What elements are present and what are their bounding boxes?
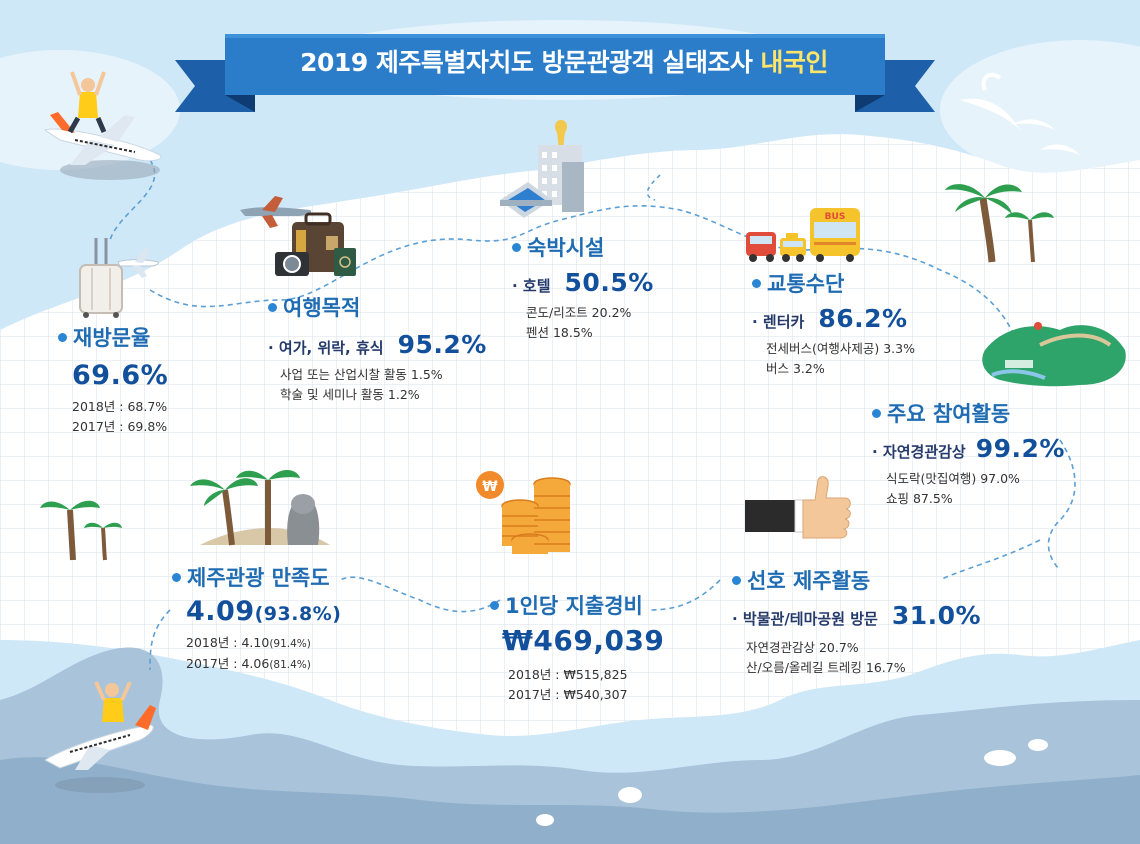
satisfaction-value: 4.09(93.8%) [186, 596, 342, 627]
spending-heading: 1인당 지출경비 [490, 590, 664, 620]
coin-symbol: ₩ [482, 479, 498, 495]
hotel-building-icon [500, 120, 584, 218]
satisfaction-block: 제주관광 만족도 4.09(93.8%) 2018년 : 4.10(91.4%)… [172, 562, 341, 675]
transport-heading: 교통수단 [752, 268, 915, 298]
lodging-top: · 호텔 50.5% [512, 268, 654, 297]
revisit-details: 2018년 : 68.7% 2017년 : 69.8% [72, 399, 168, 434]
title-highlight: 내국인 [760, 48, 828, 77]
transport-block: 교통수단 · 렌터카 86.2% 전세버스(여행사제공) 3.3% 버스 3.2% [752, 268, 915, 379]
revisit-heading: 재방문율 [58, 322, 168, 352]
transport-top: · 렌터카 86.2% [752, 304, 908, 333]
coins-icon [476, 471, 571, 554]
revisit-value: 69.6% [72, 360, 169, 391]
lodging-heading: 숙박시설 [512, 232, 654, 262]
palm-trees-icon [945, 184, 1054, 263]
travel-items-icon [240, 196, 356, 276]
purpose-details: 사업 또는 산업시찰 활동 1.5% 학술 및 세미나 활동 1.2% [280, 367, 443, 402]
preferred-block: 선호 제주활동 · 박물관/테마공원 방문 31.0% 자연경관감상 20.7% … [732, 565, 981, 678]
airplane-top-left-icon [43, 71, 162, 180]
activities-details: 식도락(맛집여행) 97.0% 쇼핑 87.5% [886, 471, 1020, 506]
satisfaction-heading: 제주관광 만족도 [172, 562, 341, 592]
title-main: 2019 제주특별자치도 방문관광객 실태조사 [300, 48, 753, 77]
preferred-heading: 선호 제주활동 [732, 565, 981, 595]
bus-sign: BUS [825, 212, 846, 222]
lodging-details: 콘도/리조트 20.2% 펜션 18.5% [526, 305, 632, 340]
birds-icon [960, 72, 1080, 155]
thumbs-up-icon [745, 476, 851, 539]
purpose-block: 여행목적 · 여가, 위락, 휴식 95.2% 사업 또는 산업시찰 활동 1.5… [268, 292, 487, 405]
airplane-bottom-left-icon [43, 681, 156, 793]
palm-trees-left-icon [40, 500, 122, 561]
vehicles-icon [746, 208, 860, 262]
revisit-block: 재방문율 69.6% 2018년 : 68.7% 2017년 : 69.8% [58, 322, 168, 437]
activities-heading: 주요 참여활동 [872, 398, 1065, 428]
preferred-details: 자연경관감상 20.7% 산/오름/올레길 트레킹 16.7% [746, 640, 906, 675]
transport-details: 전세버스(여행사제공) 3.3% 버스 3.2% [766, 341, 915, 376]
route-dashed-line [109, 159, 1076, 671]
activities-block: 주요 참여활동 · 자연경관감상 99.2% 식도락(맛집여행) 97.0% 쇼핑… [872, 398, 1065, 509]
activities-top: · 자연경관감상 99.2% [872, 434, 1065, 463]
jeju-island-icon [982, 322, 1126, 387]
small-airplane-icon [117, 248, 159, 278]
lodging-block: 숙박시설 · 호텔 50.5% 콘도/리조트 20.2% 펜션 18.5% [512, 232, 654, 343]
satisfaction-details: 2018년 : 4.10(91.4%) 2017년 : 4.06(81.4%) [186, 635, 311, 671]
preferred-top: · 박물관/테마공원 방문 31.0% [732, 601, 982, 630]
spending-value: ₩469,039 [502, 624, 665, 657]
purpose-heading: 여행목적 [268, 292, 487, 322]
coast-bottom [0, 647, 1140, 844]
title-banner [175, 34, 935, 112]
purpose-top: · 여가, 위락, 휴식 95.2% [268, 330, 487, 359]
suitcase-icon [79, 238, 123, 318]
spending-block: 1인당 지출경비 ₩469,039 2018년 : ₩515,825 2017년… [490, 590, 664, 705]
page-title: 2019 제주특별자치도 방문관광객 실태조사 내국인 [228, 36, 900, 86]
dol-hareubang-icon [190, 469, 330, 546]
spending-details: 2018년 : ₩515,825 2017년 : ₩540,307 [508, 667, 628, 702]
